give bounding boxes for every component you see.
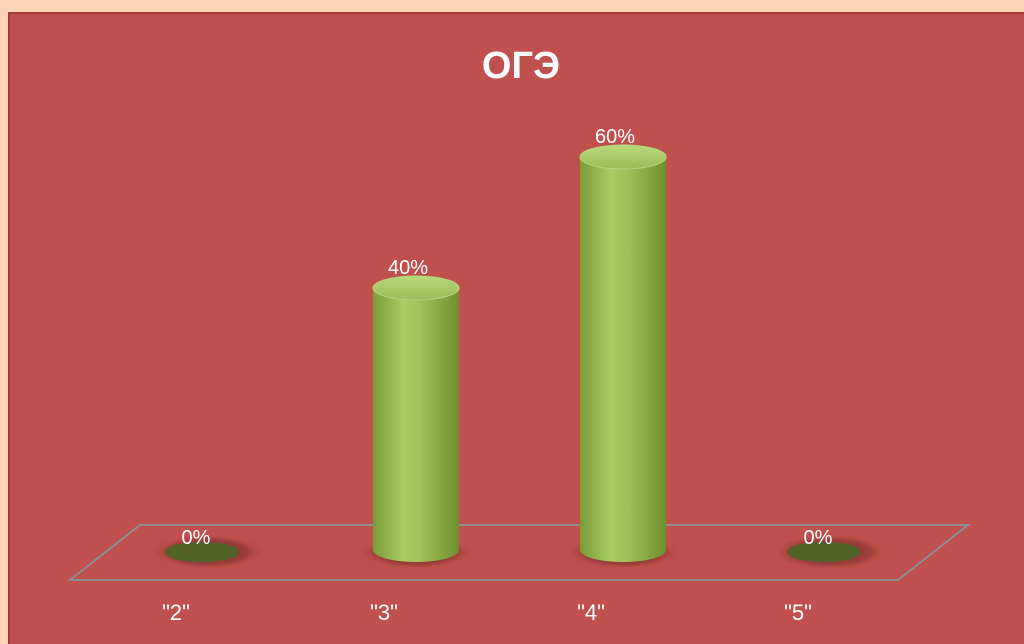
bar [787, 542, 861, 562]
data-label: 60% [595, 126, 635, 148]
data-label: 40% [388, 257, 428, 279]
bar-top [372, 275, 460, 301]
bar [165, 542, 239, 562]
bar [580, 157, 666, 562]
data-label: 0% [804, 527, 833, 549]
x-tick-label: "5" [784, 600, 812, 625]
chart-title: ОГЭ [482, 45, 560, 87]
data-label: 0% [182, 527, 211, 549]
bar-top [579, 144, 667, 170]
chart-floor [67, 524, 971, 581]
x-tick-label: "2" [162, 600, 190, 625]
x-tick-label: "3" [370, 600, 398, 625]
bar [373, 288, 459, 562]
x-tick-label: "4" [577, 600, 605, 625]
